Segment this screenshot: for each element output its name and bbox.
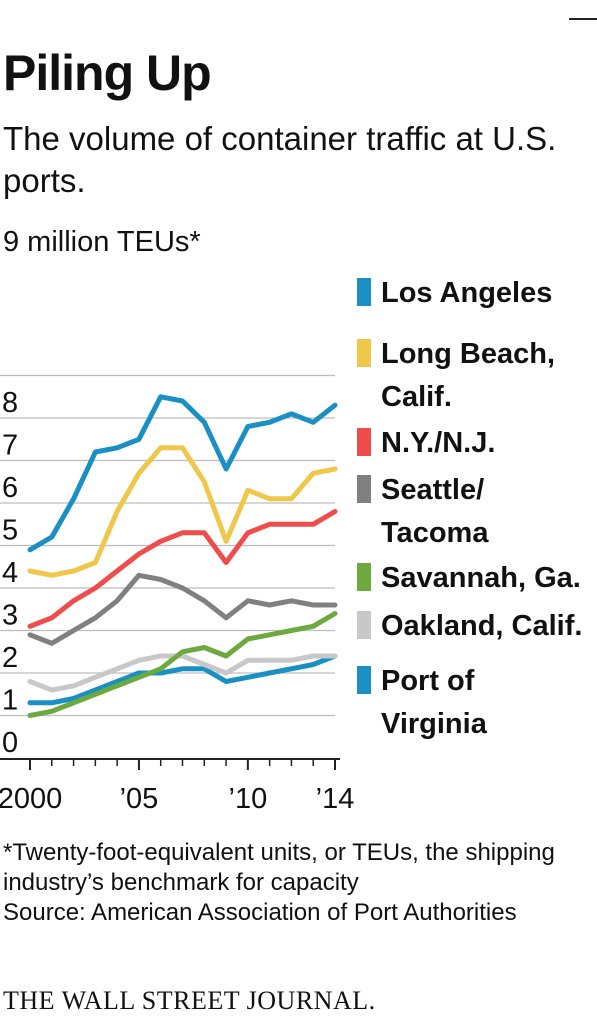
legend-label-seattle-tacoma: Seattle/ bbox=[381, 474, 484, 506]
line-chart: 0 1 2 3 4 5 6 7 8 2000 ’05 ’10 ’14 Los Angeles Long Be… bbox=[0, 277, 582, 815]
chart-title: Piling Up bbox=[3, 45, 212, 101]
legend-swatch-port-of-virginia bbox=[357, 666, 371, 694]
y-tick-label-3: 3 bbox=[2, 600, 18, 632]
y-tick-label-0: 0 bbox=[2, 727, 18, 759]
x-tick-label-2000: 2000 bbox=[0, 783, 62, 815]
legend-label-long-beach-calif-: Long Beach, bbox=[381, 338, 555, 370]
y-axis-unit-label: 9 million TEUs* bbox=[3, 226, 201, 258]
y-tick-label-4: 4 bbox=[2, 557, 18, 589]
publisher-logo: THE WALL STREET JOURNAL. bbox=[3, 986, 376, 1015]
series-line-los-angeles bbox=[27, 394, 338, 553]
legend-swatch-seattle-tacoma bbox=[357, 475, 371, 503]
legend-label-port-of-virginia-line2: Virginia bbox=[381, 708, 488, 740]
legend-label-port-of-virginia: Port of bbox=[381, 665, 475, 697]
footnote: *Twenty-foot-equivalent units, or TEUs, … bbox=[3, 838, 583, 928]
legend-label-oakland-calif-: Oakland, Calif. bbox=[381, 610, 582, 642]
y-tick-label-2: 2 bbox=[2, 642, 18, 674]
legend-swatch-los-angeles bbox=[357, 278, 371, 306]
series-line-n-y-n-j- bbox=[27, 509, 338, 629]
series-line-long-beach-calif- bbox=[27, 445, 338, 578]
series-line-port-of-virginia bbox=[27, 653, 338, 706]
x-tick-label-2014: ’14 bbox=[316, 783, 355, 815]
legend-label-seattle-tacoma-line2: Tacoma bbox=[381, 517, 489, 549]
series-line-savannah-ga- bbox=[27, 611, 338, 718]
legend-label-los-angeles: Los Angeles bbox=[381, 277, 552, 309]
y-tick-label-1: 1 bbox=[2, 685, 18, 717]
y-tick-label-6: 6 bbox=[2, 472, 18, 504]
legend-label-n-y-n-j-: N.Y./N.J. bbox=[381, 427, 495, 459]
x-tick-label-2010: ’10 bbox=[229, 783, 268, 815]
series-line-seattle-tacoma bbox=[27, 572, 338, 646]
y-tick-label-5: 5 bbox=[2, 515, 18, 547]
y-tick-label-8: 8 bbox=[2, 387, 18, 419]
y-tick-label-7: 7 bbox=[2, 430, 18, 462]
chart-subtitle: The volume of container traffic at U.S. … bbox=[3, 120, 557, 199]
top-rule bbox=[0, 0, 597, 20]
legend-swatch-n-y-n-j- bbox=[357, 428, 371, 456]
legend-label-long-beach-calif--line2: Calif. bbox=[381, 381, 452, 413]
legend-label-savannah-ga-: Savannah, Ga. bbox=[381, 562, 581, 594]
legend-swatch-long-beach-calif- bbox=[357, 339, 371, 367]
legend-swatch-savannah-ga- bbox=[357, 563, 371, 591]
x-tick-label-2005: ’05 bbox=[120, 783, 159, 815]
series-line-oakland-calif- bbox=[27, 653, 338, 693]
source-note: Source: American Association of Port Aut… bbox=[3, 899, 517, 926]
footnote-definition: *Twenty-foot-equivalent units, or TEUs, … bbox=[3, 839, 555, 896]
legend-swatch-oakland-calif- bbox=[357, 611, 371, 639]
